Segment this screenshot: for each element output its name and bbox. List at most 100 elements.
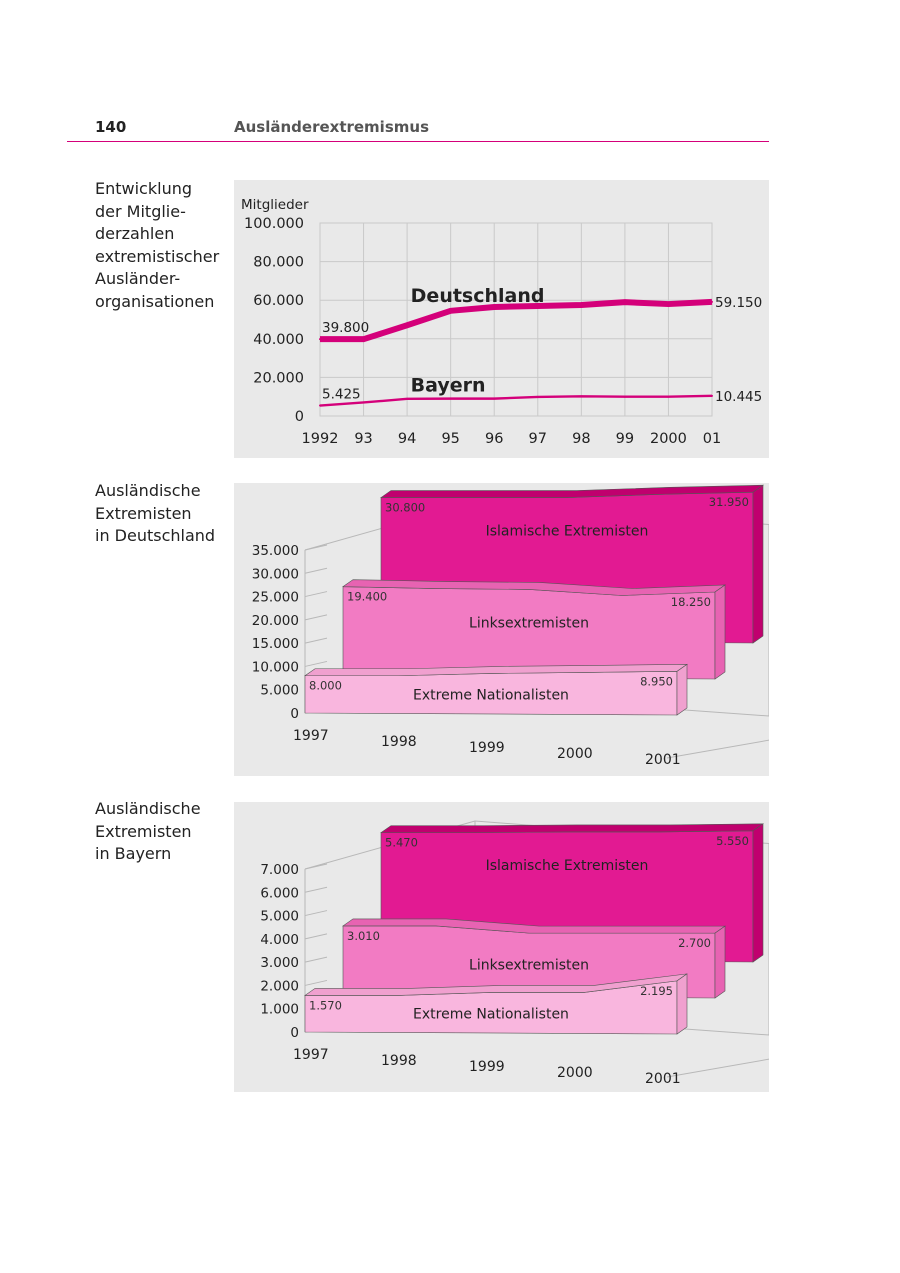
x-tick-label: 95 [441,431,459,447]
page-number: 140 [95,118,127,136]
gridline [304,591,328,598]
y-tick-label: 5.000 [260,909,299,925]
y-tick-label: 40.000 [253,332,304,348]
x-tick-label: 1998 [381,1053,417,1069]
y-tick-label: 0 [295,409,304,425]
end-value-label: 5.550 [716,834,749,848]
series-area-side-0 [752,484,764,644]
y-tick-label: 4.000 [260,932,299,948]
y-tick-label: 100.000 [244,216,304,232]
data-point [536,395,539,398]
data-point [362,338,365,341]
series-area-side-2 [676,663,688,716]
series-name-label: Extreme Nationalisten [413,687,569,703]
series-name-label: Islamische Extremisten [486,858,649,874]
start-value-label: 5.470 [385,836,418,850]
gridline [304,567,328,574]
gridline [304,910,328,917]
series-name-label: Bayern [411,375,486,397]
x-tick-label: 2000 [557,746,593,762]
caption-line: Extremisten [95,503,192,523]
gridline [304,544,328,551]
germany-chart-svg: 35.000 30.000 25.000 20.000 15.000 10.000 5.00… [252,484,769,768]
y-tick-label: 0 [290,706,299,722]
end-value-label: 18.250 [671,595,711,609]
y-tick-label: 80.000 [253,255,304,271]
gridline [304,979,328,986]
x-tick-label: 2001 [645,752,681,768]
x-tick-label: 1998 [381,734,417,750]
series-area-side-1 [714,584,726,680]
y-tick-label: 0 [290,1025,299,1041]
y-tick-label: 2.000 [260,978,299,994]
x-tick-label: 99 [616,431,634,447]
caption-line: in Bayern [95,844,172,863]
series-name-label: Extreme Nationalisten [413,1007,569,1023]
data-point [623,395,626,398]
line-chart-svg: 100.000 80.000 60.000 40.000 20.000 0 1992 93 94… [241,197,762,447]
caption-line: Entwicklung [95,179,192,198]
start-value-label: 8.000 [309,679,342,693]
caption-line: der Mitglie- [95,201,186,221]
y-tick-label: 7.000 [260,862,299,878]
x-tick-label: 1999 [469,1059,505,1075]
gridline [304,933,328,940]
data-point [580,304,583,307]
data-point [493,397,496,400]
data-point [536,304,539,307]
y-tick-label: 1.000 [260,1002,299,1018]
y-axis-label: Mitglieder [241,197,309,213]
series-area-side-1 [714,925,726,999]
chapter-title: Ausländerextremismus [234,118,429,136]
start-value-label: 5.425 [322,387,361,403]
x-tick-label: 1997 [293,728,329,744]
y-tick-label: 25.000 [252,590,299,606]
bavaria-3d-chart: 7.000 6.000 5.000 4.000 3.000 2.000 1.000 0 5.47… [234,802,769,1092]
data-point [319,338,321,341]
data-point [319,404,321,407]
x-tick-label: 2000 [650,431,687,447]
germany-3d-chart: 35.000 30.000 25.000 20.000 15.000 10.000 5.00… [234,483,769,776]
floor-edge [666,1058,769,1078]
caption-line: Ausländische [95,481,201,500]
caption-line: extremistischer [95,246,220,266]
x-tick-label: 01 [703,431,721,447]
x-tick-label: 97 [529,431,547,447]
y-tick-label: 35.000 [252,543,299,559]
series-area-side-0 [752,823,764,963]
data-point [711,394,713,397]
y-tick-label: 20.000 [253,370,304,386]
data-point [449,397,452,400]
data-point [580,395,583,398]
y-tick-label: 5.000 [260,683,299,699]
start-value-label: 19.400 [347,590,387,604]
y-tick-label: 6.000 [260,885,299,901]
data-point [406,324,409,327]
x-tick-label: 93 [354,431,372,447]
end-value-label: 2.700 [678,936,711,950]
x-tick-label: 98 [572,431,590,447]
caption-line-chart: Entwicklung der Mitglie- derzahlen extre… [95,178,230,313]
start-value-label: 1.570 [309,998,342,1012]
header-rule [67,141,769,142]
gridline [304,637,328,644]
plot-frame [319,222,713,417]
data-point [493,305,496,308]
caption-bavaria-chart: Ausländische Extremisten in Bayern [95,798,230,866]
series-name-label: Deutschland [411,285,545,307]
series-line-0 [320,298,713,343]
end-value-label: 8.950 [640,674,673,688]
data-point [711,300,713,303]
gridline [304,614,328,621]
start-value-label: 39.800 [322,320,369,336]
members-line-chart: 100.000 80.000 60.000 40.000 20.000 0 1992 93 94… [234,180,769,458]
y-tick-label: 3.000 [260,955,299,971]
gridline [304,660,328,667]
caption-line: Ausländer- [95,269,181,288]
x-tick-label: 96 [485,431,503,447]
end-value-label: 59.150 [715,295,762,311]
data-point [362,401,365,404]
y-tick-label: 10.000 [252,659,299,675]
x-tick-label: 2000 [557,1065,593,1081]
data-point [623,301,626,304]
